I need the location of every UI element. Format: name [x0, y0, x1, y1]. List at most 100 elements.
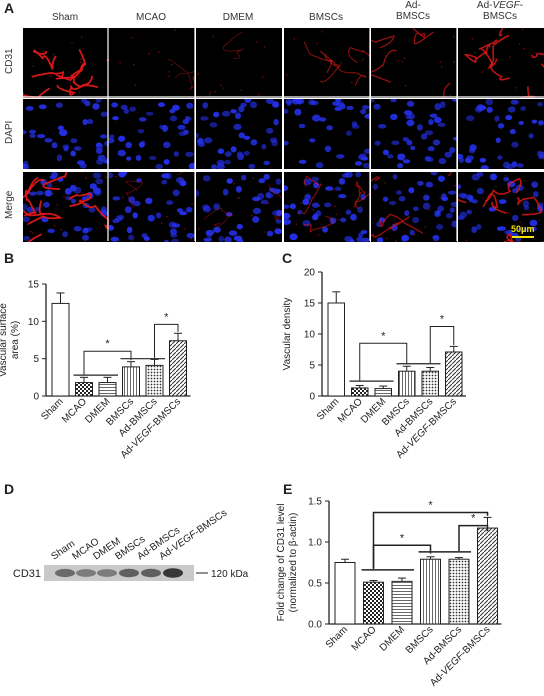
bar-bmscs [122, 366, 140, 397]
micrograph-cd31-5 [458, 28, 544, 98]
x-tick-label: DMEM [378, 624, 407, 653]
bar-ad-vegf-bmscs [169, 340, 187, 397]
column-header: Sham [22, 12, 108, 23]
micrograph-cd31-2 [196, 28, 282, 98]
significance-star: * [471, 513, 476, 525]
significance-star: * [440, 314, 445, 326]
significance-bracket [154, 323, 179, 358]
y-tick-label: 10 [304, 330, 316, 341]
y-axis-label: Fold change of CD31 level(normalized to … [276, 504, 299, 622]
blot-row-label: CD31 [13, 568, 41, 580]
panel-d-letter: D [4, 481, 15, 497]
row-header: CD31 [4, 48, 15, 74]
band-cd31 [97, 569, 117, 577]
y-axis-label: Vascular density [282, 298, 293, 371]
y-tick-label: 5 [309, 361, 315, 372]
bar-bmscs [420, 558, 441, 625]
bar-mcao [363, 581, 384, 625]
row-header: DAPI [4, 120, 15, 144]
y-tick-label: 1.0 [308, 538, 322, 549]
bar-ad-vegf-bmscs [477, 527, 498, 625]
band-cd31 [119, 568, 139, 578]
micrograph-cd31-0 [23, 28, 109, 98]
micrograph-merge-2 [196, 172, 282, 242]
scale-bar [512, 236, 534, 238]
micrograph-dapi-0 [23, 99, 109, 169]
y-tick-label: 15 [28, 280, 40, 291]
significance-star: * [428, 499, 433, 511]
bar-sham [51, 302, 70, 397]
significance-star: * [105, 338, 110, 350]
row-header: Merge [4, 190, 15, 220]
bar-dmem [374, 388, 392, 397]
panel-e-letter: E [283, 481, 293, 497]
micrograph-dapi-1 [109, 99, 195, 169]
y-axis-label: Vascular surfacearea (%) [0, 303, 21, 377]
bar-ad-bmscs [145, 364, 164, 397]
y-tick-label: 0 [33, 392, 39, 403]
column-header: Ad-VEGF- BMSCs [457, 0, 543, 22]
panel-a-letter: A [4, 0, 15, 16]
micrograph-cd31-4 [371, 28, 457, 98]
significance-star: * [381, 330, 386, 342]
bar-sham [334, 562, 356, 625]
column-header-line: BMSCs [309, 12, 343, 23]
column-header-line: Ad- [405, 0, 421, 11]
panel-b-letter: B [4, 250, 15, 266]
micrograph-cd31-3 [284, 28, 370, 98]
column-header: MCAO [108, 12, 194, 23]
column-header-line: Sham [51, 12, 79, 23]
micrograph-merge-1 [109, 172, 195, 242]
marker-size-label: 120 kDa [211, 569, 249, 580]
y-tick-label: 0.5 [308, 579, 322, 590]
column-header: DMEM [195, 12, 281, 23]
micrograph-cd31-1 [109, 28, 195, 98]
micrograph-merge-0 [23, 172, 109, 242]
significance-bracket [359, 342, 408, 381]
micrograph-dapi-2 [196, 99, 282, 169]
bar-mcao [351, 387, 369, 397]
y-tick-label: 20 [304, 268, 316, 279]
micrograph-merge-4 [371, 172, 457, 242]
bar-ad-bmscs [448, 558, 470, 625]
y-tick-label: 15 [304, 299, 316, 310]
column-header: Ad- BMSCs [370, 0, 456, 22]
significance-bracket [429, 326, 455, 364]
micrograph-merge-5 [458, 172, 544, 242]
bar-ad-vegf-bmscs [445, 351, 463, 397]
y-tick-label: 1.5 [308, 497, 322, 508]
bar-ad-bmscs [421, 370, 439, 397]
bar-bmscs [398, 370, 416, 397]
y-tick-label: 0 [309, 392, 315, 403]
bar-sham [327, 302, 345, 397]
significance-star: * [164, 311, 169, 323]
column-header-line: MCAO [136, 12, 166, 23]
significance-star: * [400, 532, 405, 544]
band-cd31 [163, 568, 183, 578]
column-header-line: Ad-VEGF- [476, 0, 524, 11]
cd31-fold-change-chart: 0.0 0.5 1.0 1.5 Fold change of CD31 level(no… [276, 497, 502, 689]
column-header-line: BMSCs [396, 11, 430, 22]
bar-dmem [391, 580, 413, 625]
bar-dmem [98, 382, 117, 397]
significance-bracket [458, 524, 489, 552]
y-tick-label: 5 [33, 354, 39, 365]
micrograph-dapi-5 [458, 99, 544, 169]
panel-c-letter: C [282, 250, 293, 266]
scale-bar-label: 50μm [511, 224, 535, 234]
band-cd31 [55, 568, 75, 578]
column-header-line: DMEM [222, 12, 254, 23]
y-tick-label: 10 [28, 317, 40, 328]
band-cd31 [76, 569, 96, 577]
x-tick-label: Sham [324, 624, 350, 650]
bar-mcao [75, 382, 93, 397]
column-header: BMSCs [283, 12, 369, 23]
western-blot: ShamMCAODMEMBMSCsAd-BMSCsAd-VEGF-BMSCsCD… [13, 508, 249, 581]
micrograph-dapi-3 [284, 99, 370, 169]
significance-bracket [372, 511, 489, 569]
column-header-line: BMSCs [483, 11, 517, 22]
band-cd31 [141, 568, 161, 578]
y-tick-label: 0.0 [308, 620, 322, 631]
